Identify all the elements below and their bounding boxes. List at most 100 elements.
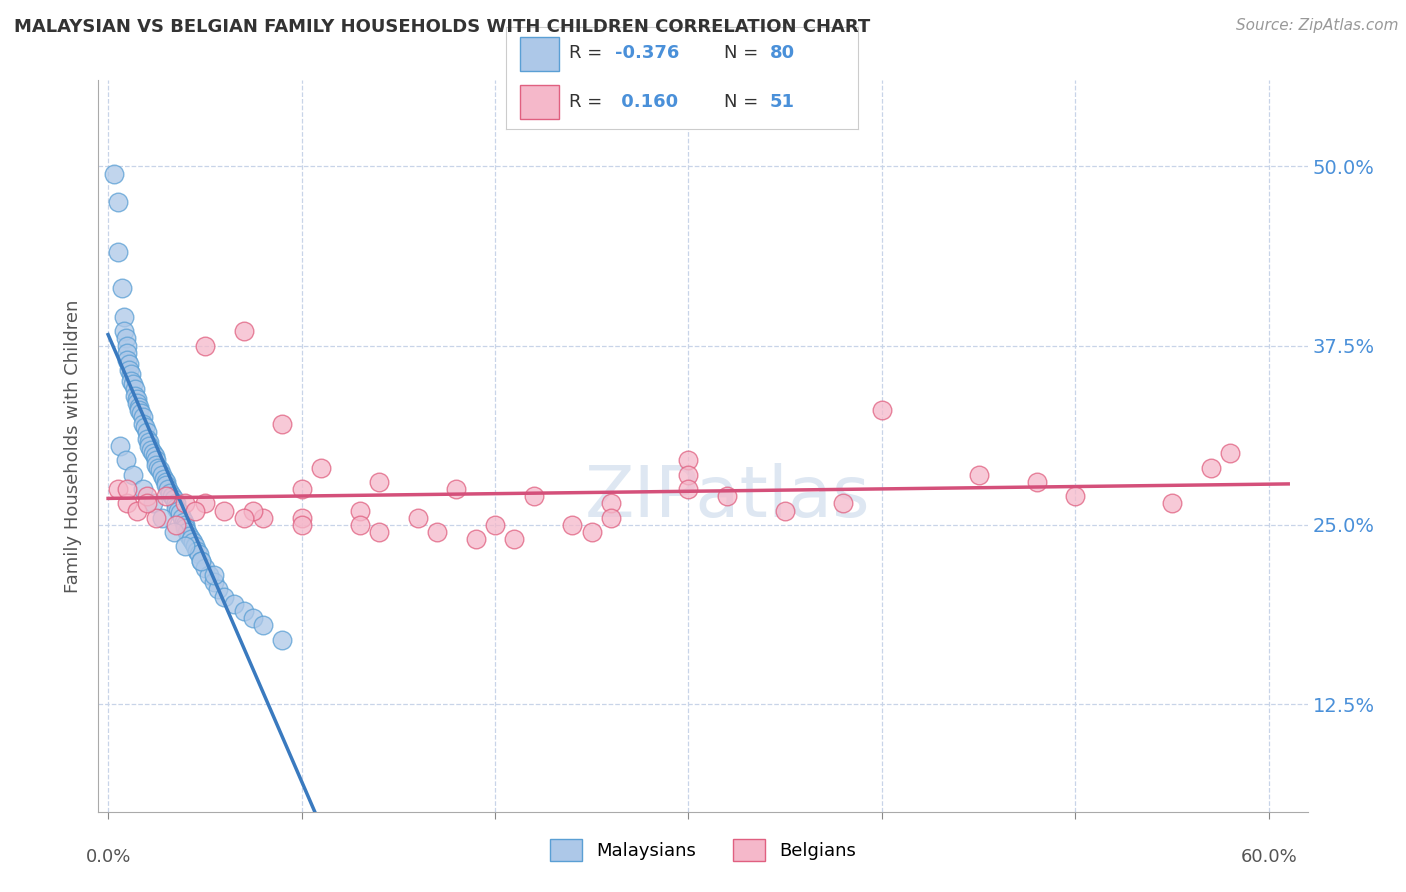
Point bbox=[204, 568, 226, 582]
Point bbox=[155, 489, 177, 503]
Text: -0.376: -0.376 bbox=[616, 45, 679, 62]
Point bbox=[148, 460, 170, 475]
Point bbox=[120, 368, 142, 382]
Point bbox=[127, 392, 149, 406]
Point bbox=[184, 540, 207, 554]
Point bbox=[368, 475, 391, 489]
Point bbox=[163, 524, 186, 539]
Point bbox=[176, 524, 198, 539]
Point bbox=[773, 503, 796, 517]
Point bbox=[561, 517, 583, 532]
Point bbox=[124, 389, 146, 403]
Point bbox=[179, 529, 201, 543]
Point bbox=[134, 420, 156, 434]
Point bbox=[290, 482, 312, 496]
Point bbox=[117, 496, 139, 510]
FancyBboxPatch shape bbox=[520, 86, 560, 119]
Point bbox=[150, 467, 173, 482]
Point bbox=[242, 503, 264, 517]
Point bbox=[174, 517, 197, 532]
Point bbox=[184, 503, 207, 517]
Point bbox=[832, 496, 855, 510]
Point bbox=[186, 543, 208, 558]
Point bbox=[118, 363, 141, 377]
Point bbox=[349, 517, 371, 532]
Point bbox=[290, 517, 312, 532]
Point bbox=[127, 503, 149, 517]
Point bbox=[165, 517, 187, 532]
Text: 0.0%: 0.0% bbox=[86, 847, 131, 865]
Point bbox=[107, 482, 129, 496]
Point bbox=[464, 533, 486, 547]
Point bbox=[117, 353, 139, 368]
Point bbox=[271, 632, 294, 647]
Point bbox=[426, 524, 449, 539]
Point bbox=[138, 439, 160, 453]
Point bbox=[716, 489, 738, 503]
Point bbox=[222, 597, 245, 611]
Point bbox=[142, 446, 165, 460]
Point bbox=[204, 575, 226, 590]
Point bbox=[114, 331, 136, 345]
Point bbox=[103, 167, 125, 181]
Point bbox=[112, 324, 135, 338]
Point bbox=[207, 582, 229, 597]
Point bbox=[271, 417, 294, 432]
Point bbox=[678, 482, 700, 496]
Point bbox=[124, 382, 146, 396]
Text: 80: 80 bbox=[770, 45, 794, 62]
Point bbox=[149, 463, 172, 477]
Point bbox=[142, 496, 165, 510]
Point bbox=[157, 482, 180, 496]
Point bbox=[1219, 446, 1241, 460]
Point bbox=[117, 482, 139, 496]
Point bbox=[678, 453, 700, 467]
Point bbox=[581, 524, 603, 539]
Point bbox=[1161, 496, 1184, 510]
Point bbox=[503, 533, 526, 547]
Point bbox=[194, 338, 217, 352]
Point bbox=[406, 510, 429, 524]
Point bbox=[139, 443, 162, 458]
Point bbox=[523, 489, 546, 503]
Point bbox=[174, 496, 197, 510]
Point bbox=[128, 403, 150, 417]
Point bbox=[127, 396, 149, 410]
Point bbox=[180, 533, 202, 547]
Text: N =: N = bbox=[724, 45, 758, 62]
Point bbox=[118, 357, 141, 371]
Point bbox=[190, 554, 212, 568]
Point bbox=[349, 503, 371, 517]
Text: N =: N = bbox=[724, 93, 758, 111]
Y-axis label: Family Households with Children: Family Households with Children bbox=[65, 300, 83, 592]
Point bbox=[135, 489, 157, 503]
Point bbox=[242, 611, 264, 625]
Point bbox=[870, 403, 893, 417]
Text: ZIPatlas: ZIPatlas bbox=[585, 463, 870, 532]
Point bbox=[169, 507, 191, 521]
Point bbox=[188, 547, 211, 561]
Point bbox=[173, 515, 195, 529]
Point bbox=[194, 496, 217, 510]
Point bbox=[212, 503, 235, 517]
Point bbox=[122, 467, 145, 482]
Point bbox=[368, 524, 391, 539]
Point bbox=[145, 510, 167, 524]
Point bbox=[1199, 460, 1222, 475]
FancyBboxPatch shape bbox=[520, 37, 560, 70]
Point bbox=[145, 453, 167, 467]
Point bbox=[446, 482, 468, 496]
Point bbox=[132, 482, 155, 496]
Point bbox=[117, 338, 139, 352]
Text: 51: 51 bbox=[770, 93, 794, 111]
Point bbox=[163, 491, 186, 506]
Point bbox=[600, 496, 623, 510]
Point bbox=[160, 489, 183, 503]
Point bbox=[117, 345, 139, 359]
Point bbox=[114, 453, 136, 467]
Point bbox=[232, 604, 254, 618]
Point bbox=[600, 510, 623, 524]
Text: R =: R = bbox=[569, 93, 603, 111]
Point bbox=[159, 486, 181, 500]
Point bbox=[967, 467, 990, 482]
